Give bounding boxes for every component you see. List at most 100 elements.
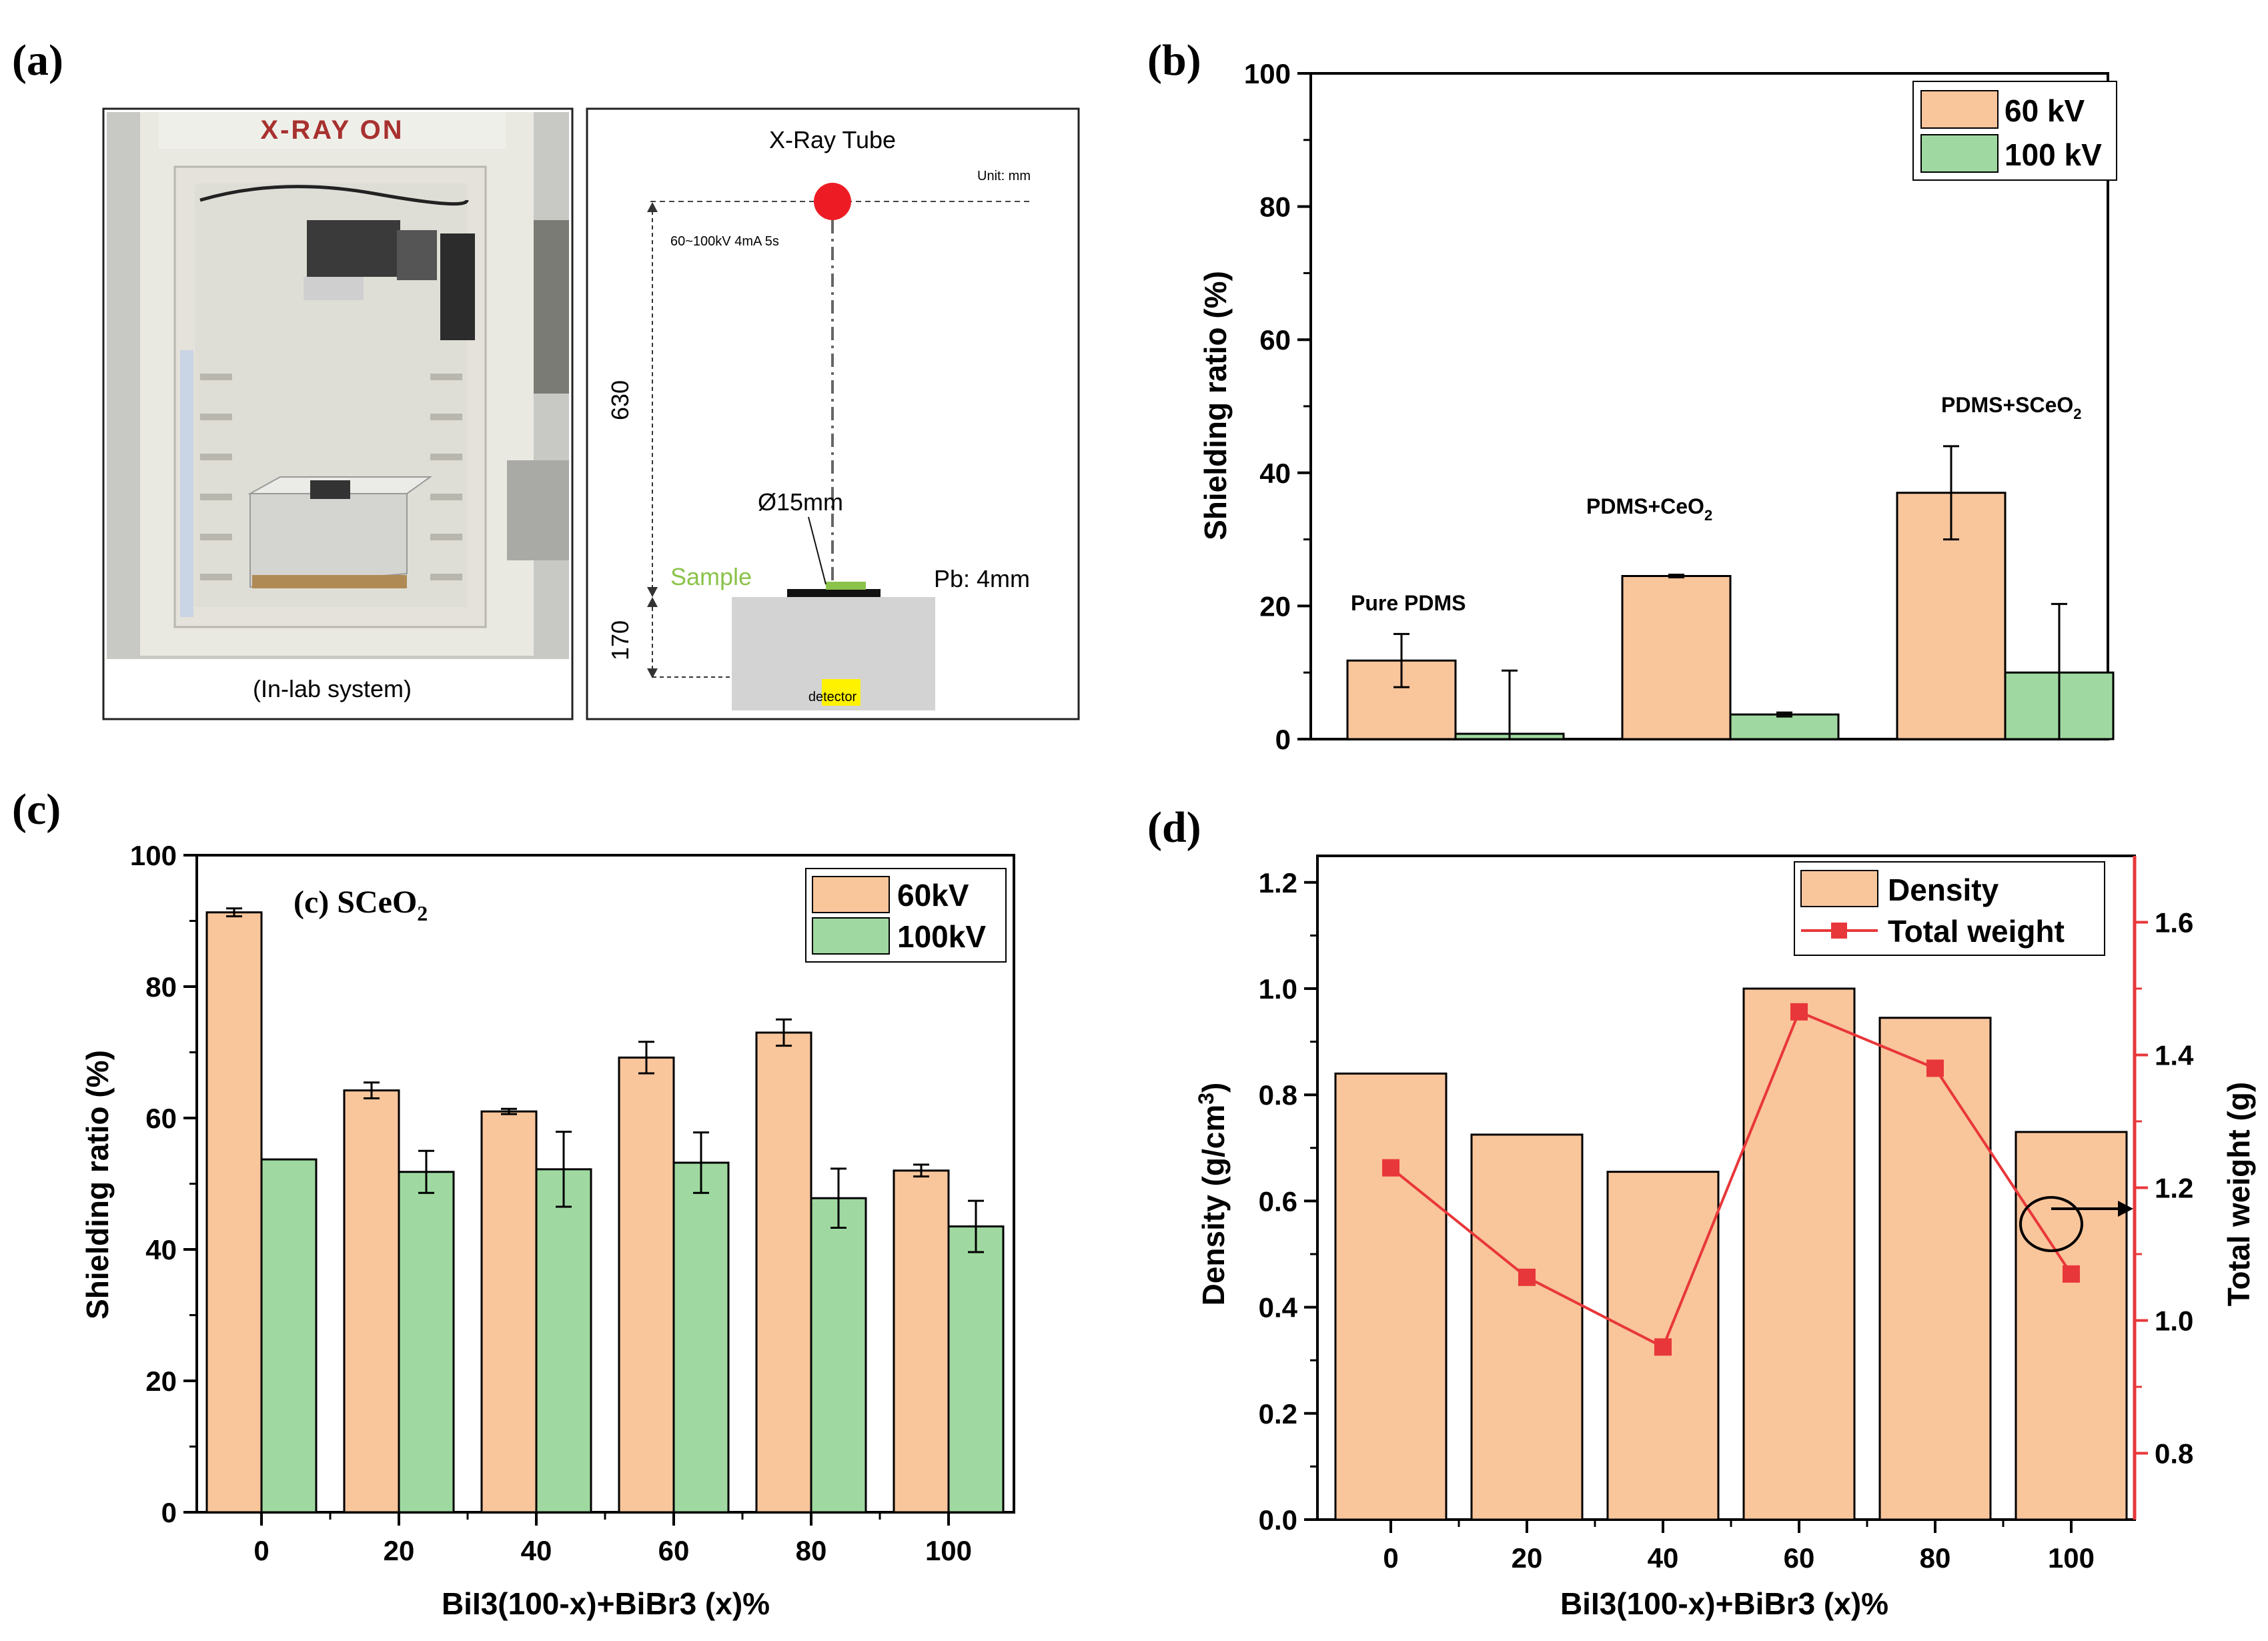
diameter-leader <box>808 516 826 585</box>
panel-c-x-tick-label-60: 60 <box>658 1535 690 1566</box>
panel-d-label: (d) <box>1147 803 1201 852</box>
panel-c-bar-100kv-100 <box>947 1225 1005 1514</box>
panel-d-x-tick-label-20: 20 <box>1512 1542 1543 1574</box>
panel-d-left-tick-label-0.8: 0.8 <box>1259 1079 1297 1111</box>
panel-b-legend-swatch-100kv <box>1920 134 1999 173</box>
photo-sign-text: X-RAY ON <box>260 115 404 145</box>
panel-c-annotation: (c) SCeO2 <box>294 885 428 925</box>
dim-arrow-mid-down <box>647 597 658 607</box>
panel-d-left-tick-label-0.2: 0.2 <box>1259 1398 1297 1430</box>
panel-c-y-tick-label-0: 0 <box>161 1497 177 1528</box>
panel-d-x-axis-label: BiI3(100-x)+BiBr3 (x)% <box>1560 1586 1888 1621</box>
panel-c-bar-60kv-100 <box>893 1169 950 1514</box>
panel-d-right-tick-label-1.2: 1.2 <box>2155 1173 2193 1204</box>
panel-b-chart: (b) 0 20 40 60 80 100 Pure PDMS PDMS+CeO2 PDMS+… <box>1147 36 2117 755</box>
panel-d-left-tick-label-1.2: 1.2 <box>1259 867 1297 899</box>
panel-c-y-axis-label: Shielding ratio (%) <box>80 1050 115 1319</box>
panel-d-left-tick-label-0.0: 0.0 <box>1259 1504 1297 1536</box>
panel-c-legend: 60kV 100kV <box>805 868 1007 963</box>
source-params-label: 60~100kV 4mA 5s <box>670 234 779 249</box>
panel-b-y-tick-label-60: 60 <box>1259 324 1291 356</box>
panel-b-legend-label-100kv: 100 kV <box>2005 137 2102 172</box>
panel-c-legend-swatch-100kv <box>812 917 890 955</box>
panel-c-bar-60kv-0 <box>205 911 263 1514</box>
distance-170: 170 <box>606 620 634 660</box>
panel-d-x-tick-label-40: 40 <box>1648 1542 1679 1574</box>
xray-tube-label: X-Ray Tube <box>769 126 896 153</box>
photo-caption: (In-lab system) <box>253 675 412 702</box>
panel-d-total-weight-marker-40 <box>1654 1338 1672 1356</box>
panel-b-category-label-1: PDMS+CeO2 <box>1586 494 1712 524</box>
panel-d-right-y-axis: 0.8 1.0 1.2 1.4 1.6 <box>2135 907 2194 1470</box>
panel-b-legend: 60 kV 100 kV <box>1912 81 2117 181</box>
panel-c-y-tick-label-100: 100 <box>130 840 177 871</box>
panel-c-bar-100kv-0 <box>260 1158 318 1514</box>
panel-b-category-labels: Pure PDMS PDMS+CeO2 PDMS+SCeO2 <box>1351 393 2082 615</box>
panel-c-bar-60kv-20 <box>343 1089 400 1514</box>
panel-d-total-weight-marker-0 <box>1382 1159 1399 1177</box>
panel-d-x-tick-label-60: 60 <box>1784 1542 1815 1574</box>
panel-c-chart: (c) 0 20 40 60 80 100 0 20 40 60 80 100 Shielding … <box>12 785 1015 1621</box>
distance-630: 630 <box>606 380 634 420</box>
panel-b-legend-label-60kv: 60 kV <box>2005 93 2085 128</box>
sample-label: Sample <box>670 563 752 590</box>
panel-c-legend-swatch-60kv <box>812 876 890 913</box>
panel-b-legend-swatch-60kv <box>1920 90 1999 129</box>
panel-c-legend-label-60kv: 60kV <box>897 878 969 913</box>
panel-d-right-y-axis-label: Total weight (g) <box>2221 1082 2256 1306</box>
xray-source-dot <box>814 183 851 220</box>
panel-b-category-label-0: Pure PDMS <box>1351 591 1466 615</box>
panel-d-axis-indicator-arrowhead <box>2118 1201 2133 1217</box>
panel-b-y-tick-label-20: 20 <box>1259 590 1291 622</box>
panel-c-x-tick-label-100: 100 <box>925 1535 972 1566</box>
panel-d-x-tick-label-0: 0 <box>1383 1542 1398 1574</box>
panel-d-density-bar-0 <box>1334 1072 1448 1521</box>
panel-d-legend: Density Total weight <box>1794 861 2105 956</box>
panel-c-x-tick-label-0: 0 <box>253 1535 269 1566</box>
detector-box <box>822 679 861 706</box>
unit-label: Unit: mm <box>977 169 1031 183</box>
panel-d-left-tick-label-0.4: 0.4 <box>1259 1292 1298 1323</box>
panel-c-x-tick-label-40: 40 <box>521 1535 552 1566</box>
panel-d-left-tick-label-0.6: 0.6 <box>1259 1185 1297 1217</box>
panel-d-legend-label-total-weight: Total weight <box>1888 914 2065 949</box>
panel-c-y-tick-label-40: 40 <box>145 1234 177 1265</box>
panel-d-density-bar-20 <box>1470 1133 1584 1521</box>
panel-d-total-weight-marker-100 <box>2063 1265 2080 1283</box>
collimator-plate <box>787 589 881 597</box>
panel-c-bar-100kv-80 <box>810 1197 867 1514</box>
panel-d-total-weight-marker-60 <box>1790 1003 1808 1021</box>
panel-d-right-tick-label-1.6: 1.6 <box>2155 907 2193 939</box>
panel-c-label: (c) <box>12 785 61 834</box>
panel-d-x-tick-label-80: 80 <box>1920 1542 1951 1574</box>
setup-schematic: X-Ray Tube Unit: mm 60~100kV 4mA 5s 630 … <box>586 107 1080 720</box>
panel-d-bars <box>1334 987 2128 1521</box>
panel-c-bar-60kv-60 <box>618 1056 675 1514</box>
panel-b-y-tick-label-0: 0 <box>1275 724 1291 755</box>
panel-b-y-axis-label: Shielding ratio (%) <box>1198 271 1233 540</box>
detector-label: detector <box>808 690 857 704</box>
dim-arrow-bottom <box>647 668 658 678</box>
panel-d-axis-indicator-circle <box>2019 1196 2083 1252</box>
panel-d-left-y-axis-label: Density (g/cm3) <box>1194 1083 1231 1306</box>
panel-c-y-tick-label-60: 60 <box>145 1103 177 1134</box>
panel-d-density-bar-80 <box>1878 1017 1992 1521</box>
panel-d-x-tick-label-100: 100 <box>2048 1542 2095 1574</box>
panel-d-legend-marker-total-weight <box>1831 923 1847 939</box>
panel-d-legend-label-density: Density <box>1888 873 1999 907</box>
panel-c-x-axis: 0 20 40 60 80 100 <box>253 1512 972 1566</box>
panel-c-bar-60kv-80 <box>755 1031 812 1514</box>
panel-c-bar-100kv-60 <box>672 1161 730 1514</box>
panel-d-chart: (d) 0.0 0.2 0.4 0.6 0.8 1.0 1.2 0.8 1.0 1.2 1.4 1.… <box>1147 803 2256 1621</box>
panel-d-x-axis: 0 20 40 60 80 100 <box>1383 1520 2095 1574</box>
panel-d-right-tick-label-0.8: 0.8 <box>2155 1438 2193 1470</box>
panel-c-bar-100kv-20 <box>398 1171 455 1514</box>
panel-b-category-label-2: PDMS+SCeO2 <box>1941 393 2082 422</box>
panel-d-right-tick-label-1.4: 1.4 <box>2155 1040 2194 1071</box>
panel-c-x-tick-label-20: 20 <box>384 1535 415 1566</box>
panel-d-left-y-axis: 0.0 0.2 0.4 0.6 0.8 1.0 1.2 <box>1259 867 1317 1536</box>
panel-d-total-weight-polyline <box>1389 1010 2073 1349</box>
panel-c-bars <box>205 907 1005 1514</box>
panel-d-total-weight-marker-20 <box>1518 1268 1536 1286</box>
panel-b-label: (b) <box>1147 36 1201 85</box>
